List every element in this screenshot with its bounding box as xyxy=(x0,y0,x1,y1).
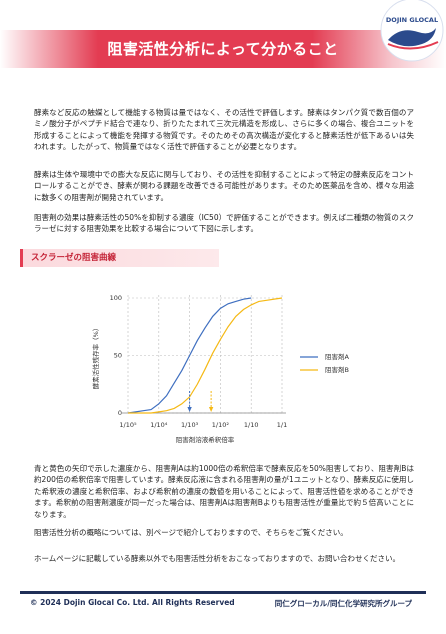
footer-group: 同仁グローカル/同仁化学研究所グループ xyxy=(274,599,412,608)
legend-label: 阻害剤A xyxy=(325,352,350,361)
logo-whale xyxy=(388,28,436,47)
x-tick-label: 1/10³ xyxy=(181,421,199,429)
logo-text: DOJIN GLOCAL xyxy=(386,16,438,24)
footer-copyright: © 2024 Dojin Glocal Co. Ltd. All Rights … xyxy=(30,598,235,607)
line-series xyxy=(127,297,252,414)
paragraph: 酵素は生体や環境中での膨大な反応に関与しており、その活性を抑制することによって特… xyxy=(34,170,414,202)
y-tick-label: 50 xyxy=(114,352,122,360)
ic50-arrowhead xyxy=(187,407,192,412)
y-tick-label: 0 xyxy=(118,409,122,417)
x-axis-label: 阻害剤溶液希釈倍率 xyxy=(176,435,235,444)
logo: DOJIN GLOCAL xyxy=(380,0,444,62)
logo-wave xyxy=(387,41,439,50)
x-tick-label: 1/10 xyxy=(244,421,259,429)
x-tick-label: 1/10⁴ xyxy=(150,421,168,429)
line-series xyxy=(128,297,283,414)
x-tick-label: 1/10⁵ xyxy=(119,421,137,429)
x-tick-label: 1/1 xyxy=(277,421,287,429)
paragraph: 阻害剤の効果は酵素活性の50%を抑制する濃度（IC50）で評価することができます… xyxy=(34,213,414,234)
paragraph: 青と黄色の矢印で示した濃度から、阻害剤Aは約1000倍の希釈倍率で酵素反応を50… xyxy=(34,464,414,519)
section-heading: スクラーゼの阻害曲線 xyxy=(20,249,219,267)
y-tick-label: 100 xyxy=(110,294,122,302)
footer-rule xyxy=(20,591,426,594)
paragraph: 阻害活性分析の概略については、別ページで紹介しておりますので、そちらをご覧くださ… xyxy=(34,528,348,537)
title-band xyxy=(0,30,446,68)
chart: 酵素活性残存率（%） 阻害剤溶液希釈倍率 0 50 100 1/10⁵ 1/10⁴ 1/1… xyxy=(91,294,350,444)
y-axis-label: 酵素活性残存率（%） xyxy=(91,325,100,390)
paragraph: ホームページに記載している酵素以外でも阻害活性分析をおこなっておりますので、お問… xyxy=(34,554,400,563)
legend-label: 阻害剤B xyxy=(325,365,349,374)
section-title: スクラーゼの阻害曲線 xyxy=(31,253,117,263)
ic50-arrowhead xyxy=(208,407,214,412)
x-tick-label: 1/10² xyxy=(212,421,230,429)
paragraph: 酵素など反応の触媒として機能する物質は量ではなく、その活性で評価します。酵素はタ… xyxy=(34,108,414,152)
page-title: 阻害活性分析によって分かること xyxy=(107,40,339,58)
